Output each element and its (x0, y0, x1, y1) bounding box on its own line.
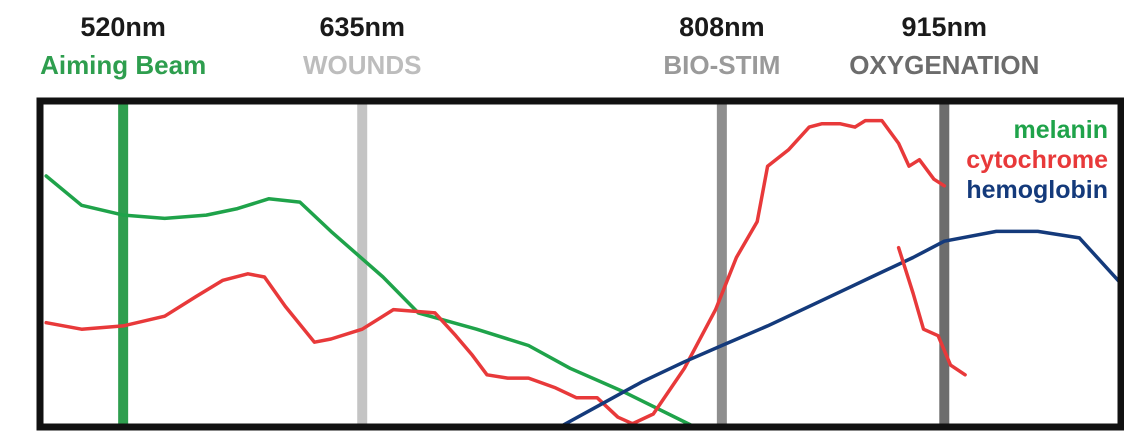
marker-label-520nm: 520nm (80, 12, 166, 42)
plot-frame (36, 97, 1124, 431)
marker-sublabel-635nm: WOUNDS (303, 50, 421, 80)
series-line-hemoglobin (557, 229, 1123, 429)
legend-entry-melanin: melanin (1014, 116, 1108, 144)
marker-label-808nm: 808nm (679, 12, 765, 42)
marker-label-915nm: 915nm (902, 12, 988, 42)
series-line-melanin (44, 174, 697, 429)
series-line-cytochrome (44, 118, 947, 426)
wavelength-labels: 520nm Aiming Beam 635nm WOUNDS 808nm BIO-STIM… (40, 12, 1039, 80)
series-lines (44, 118, 1123, 429)
wavelength-markers (118, 101, 950, 427)
marker-label-635nm: 635nm (319, 12, 405, 42)
legend-entry-cytochrome: cytochrome (966, 146, 1108, 174)
marker-sublabel-808nm: BIO-STIM (663, 50, 780, 80)
legend-entry-hemoglobin: hemoglobin (966, 176, 1108, 204)
series-line-cytochrome-tail (896, 245, 967, 377)
marker-sublabel-915nm: OXYGENATION (849, 50, 1039, 80)
marker-sublabel-520nm: Aiming Beam (40, 50, 206, 80)
